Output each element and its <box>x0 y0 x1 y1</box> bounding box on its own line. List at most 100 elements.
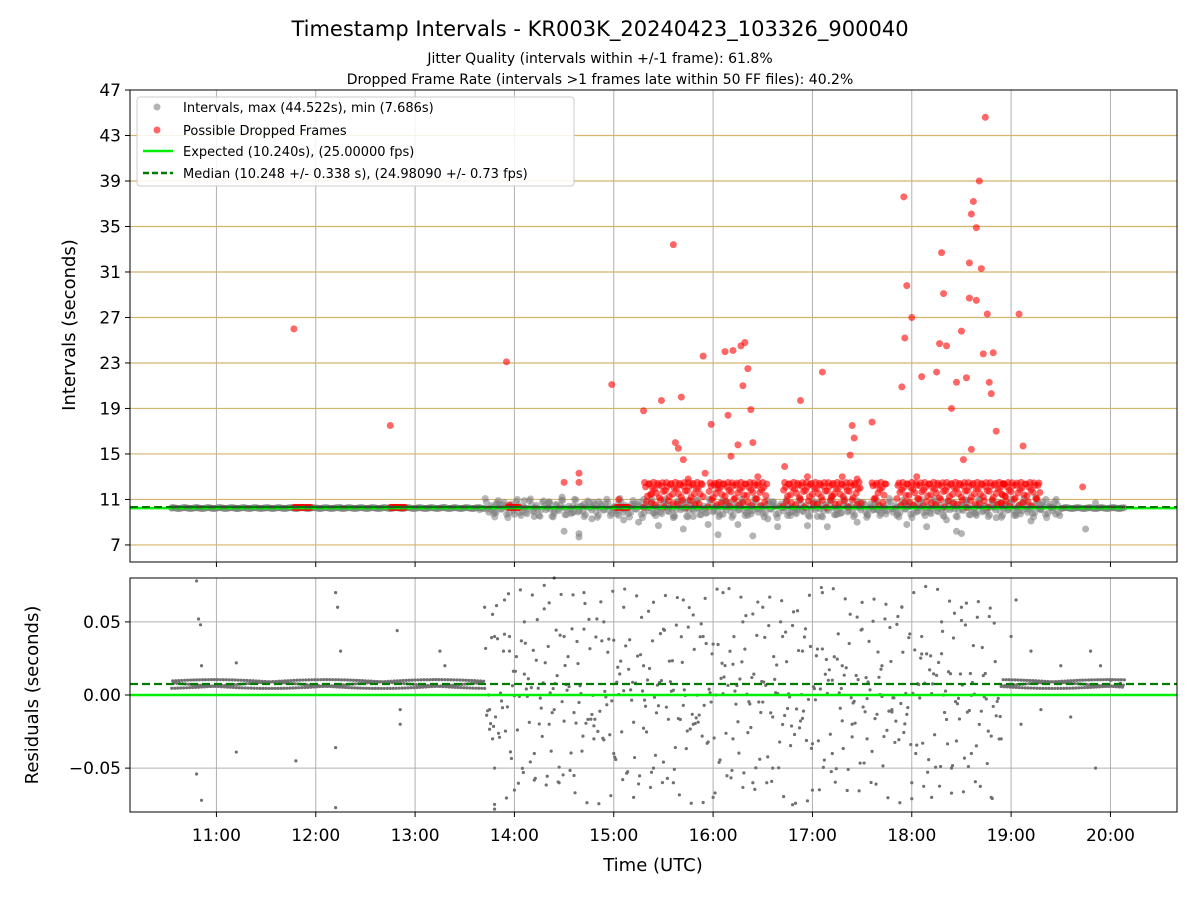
dropped-point <box>695 500 703 508</box>
residual-point <box>665 776 670 780</box>
residual-point <box>715 587 719 591</box>
chart-subtitle-dropped: Dropped Frame Rate (intervals >1 frames … <box>347 72 854 88</box>
dropped-point <box>965 259 973 267</box>
residual-point <box>406 686 410 690</box>
dropped-point <box>575 469 583 477</box>
dropped-point <box>754 473 762 481</box>
residual-point <box>884 602 888 606</box>
residual-point <box>865 737 869 741</box>
interval-point <box>575 530 583 538</box>
residual-point <box>305 683 309 687</box>
dropped-point <box>698 480 706 488</box>
residual-point <box>221 678 225 682</box>
top-ytick-label: 19 <box>99 399 121 419</box>
residual-point <box>703 596 707 600</box>
residual-point <box>554 628 558 632</box>
dropped-point <box>979 350 987 358</box>
residual-point <box>707 687 711 691</box>
residual-point <box>1019 722 1023 726</box>
residual-point <box>628 638 632 642</box>
dropped-point <box>615 495 623 503</box>
residual-point <box>814 654 819 658</box>
residual-point <box>502 632 507 636</box>
dropped-point <box>705 487 713 495</box>
legend-dropped-marker <box>153 126 161 134</box>
interval-point <box>536 512 544 520</box>
bottom-xtick-label: 16:00 <box>689 826 738 846</box>
residual-point <box>246 686 250 690</box>
dropped-point <box>840 497 848 505</box>
residual-point <box>482 679 486 683</box>
residual-point <box>758 757 762 761</box>
residual-point <box>1038 686 1042 690</box>
interval-point <box>491 508 499 516</box>
residual-point <box>740 660 744 664</box>
residual-point <box>644 730 649 734</box>
interval-point <box>819 513 827 521</box>
residual-point <box>497 735 502 739</box>
top-plot-frame <box>129 89 1178 563</box>
residual-point <box>341 683 346 687</box>
residual-point <box>547 601 551 605</box>
residual-point <box>349 686 354 690</box>
residual-point <box>671 781 675 785</box>
residual-point <box>934 765 938 769</box>
residual-point <box>170 686 174 690</box>
residual-point <box>524 687 528 691</box>
residual-point <box>910 797 914 801</box>
residual-point <box>786 706 790 711</box>
residual-point <box>379 686 383 691</box>
residual-point <box>929 654 933 658</box>
legend-box <box>136 96 575 187</box>
residual-point <box>485 713 489 717</box>
residual-point <box>701 634 705 639</box>
interval-point <box>761 509 769 517</box>
dropped-point <box>762 492 770 500</box>
residual-point <box>789 724 794 728</box>
residual-point <box>569 751 573 755</box>
dropped-point <box>846 451 854 459</box>
residual-point <box>666 717 671 721</box>
dropped-point <box>972 296 980 304</box>
residual-point <box>950 764 955 768</box>
residual-point <box>572 711 576 715</box>
dropped-point <box>901 498 909 506</box>
residual-point <box>400 686 404 690</box>
residual-point <box>661 627 666 631</box>
residual-point <box>691 613 695 617</box>
residual-point <box>483 686 487 690</box>
residual-point <box>630 698 634 702</box>
residual-point <box>675 595 679 600</box>
residual-point <box>319 678 323 682</box>
dropped-point <box>959 456 967 464</box>
residual-point <box>544 783 548 787</box>
residual-point <box>425 678 429 682</box>
residual-point <box>820 647 824 651</box>
residual-point <box>1020 686 1024 690</box>
residual-point <box>821 765 825 769</box>
residual-point <box>1092 678 1097 682</box>
residual-point <box>530 593 534 597</box>
residual-point <box>948 672 953 676</box>
interval-point <box>853 518 861 526</box>
interval-point <box>769 498 777 506</box>
residual-point <box>1101 678 1106 682</box>
residual-point <box>866 680 870 684</box>
residual-point <box>464 678 468 682</box>
residual-point <box>557 781 561 785</box>
residual-point <box>1019 678 1023 682</box>
residual-point <box>986 729 990 733</box>
residual-point <box>1069 679 1073 683</box>
residual-point <box>526 677 530 681</box>
bottom-xtick-label: 20:00 <box>1086 826 1135 846</box>
residual-point <box>555 674 559 678</box>
residual-point <box>240 686 244 690</box>
residual-point <box>688 727 692 731</box>
residual-point <box>212 678 217 682</box>
interval-point <box>588 515 596 523</box>
residual-point <box>797 726 802 730</box>
residual-point <box>492 766 497 770</box>
residual-point <box>981 674 985 678</box>
residual-point <box>642 698 647 702</box>
residual-point <box>552 708 556 712</box>
